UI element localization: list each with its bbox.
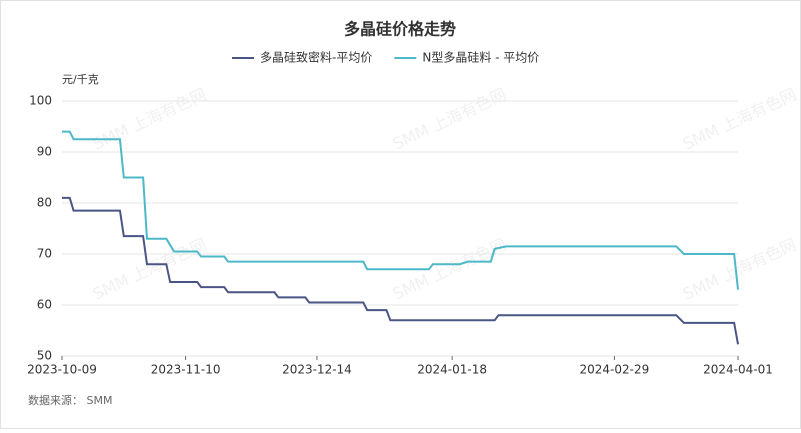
y-unit: 元/千克: [62, 73, 99, 86]
x-tick-label: 2023-10-09: [27, 363, 97, 377]
y-tick-label: 90: [37, 145, 52, 159]
x-tick-label: 2024-02-29: [580, 363, 650, 377]
x-tick-label: 2023-12-14: [282, 363, 352, 377]
x-tick-label: 2023-11-10: [151, 363, 221, 377]
y-tick-label: 50: [37, 349, 52, 363]
series-line: [62, 196, 739, 345]
legend-label: 多晶硅致密料-平均价: [260, 50, 372, 65]
source: 数据来源： SMM: [28, 393, 112, 407]
y-tick-label: 100: [29, 94, 52, 108]
y-tick-label: 80: [37, 196, 52, 210]
y-tick-label: 70: [37, 247, 52, 261]
x-tick-label: 2024-04-01: [703, 363, 773, 377]
series-line: [62, 130, 739, 290]
legend-label: N型多晶硅料 - 平均价: [422, 51, 539, 65]
chart-title: 多晶硅价格走势: [344, 20, 456, 39]
x-tick-label: 2024-01-18: [417, 363, 487, 377]
y-tick-label: 60: [37, 298, 52, 312]
